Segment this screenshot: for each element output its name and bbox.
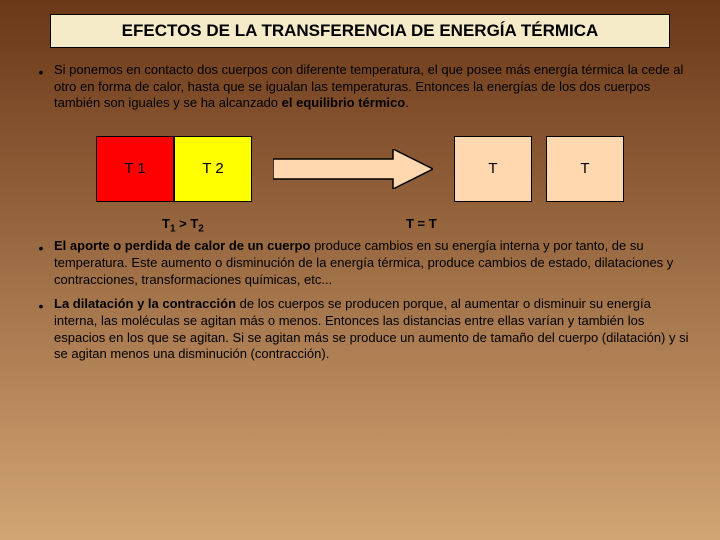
box-t-right-label: T — [580, 160, 589, 177]
box-t-left-label: T — [488, 160, 497, 177]
bullet-dot: • — [28, 296, 54, 314]
p2-bold: El aporte o perdida de calor de un cuerp… — [54, 238, 310, 253]
box-t2: T 2 — [174, 136, 252, 202]
bullet-2: • El aporte o perdida de calor de un cue… — [28, 238, 692, 288]
paragraph-1: Si ponemos en contacto dos cuerpos con d… — [54, 62, 692, 112]
box-t-left: T — [454, 136, 532, 202]
box-t1: T 1 — [96, 136, 174, 202]
p1-bold: el equilibrio térmico — [282, 95, 406, 110]
rel-l-s2: 2 — [198, 223, 204, 234]
bullet-1: • Si ponemos en contacto dos cuerpos con… — [28, 62, 692, 112]
paragraph-2: El aporte o perdida de calor de un cuerp… — [54, 238, 692, 288]
relation-row: T1 > T2 T = T — [28, 216, 692, 235]
bullet-3: • La dilatación y la contracción de los … — [28, 296, 692, 363]
page-title: EFECTOS DE LA TRANSFERENCIA DE ENERGÍA T… — [50, 14, 670, 48]
relation-left: T1 > T2 — [28, 216, 328, 235]
p3-bold: La dilatación y la contracción — [54, 296, 236, 311]
bullet-dot: • — [28, 62, 54, 80]
rel-l-op: > T — [176, 216, 199, 231]
relation-right: T = T — [328, 216, 692, 235]
title-text: EFECTOS DE LA TRANSFERENCIA DE ENERGÍA T… — [122, 21, 599, 40]
paragraph-3: La dilatación y la contracción de los cu… — [54, 296, 692, 363]
box-t2-label: T 2 — [202, 160, 223, 177]
diagram: T 1 T 2 T T — [28, 136, 692, 202]
arrow — [268, 139, 438, 199]
p1-post: . — [405, 95, 409, 110]
rel-l-pre: T — [162, 216, 170, 231]
box-t-right: T — [546, 136, 624, 202]
box-t1-label: T 1 — [124, 160, 145, 177]
bullet-dot: • — [28, 238, 54, 256]
rel-r: T = T — [406, 216, 437, 231]
